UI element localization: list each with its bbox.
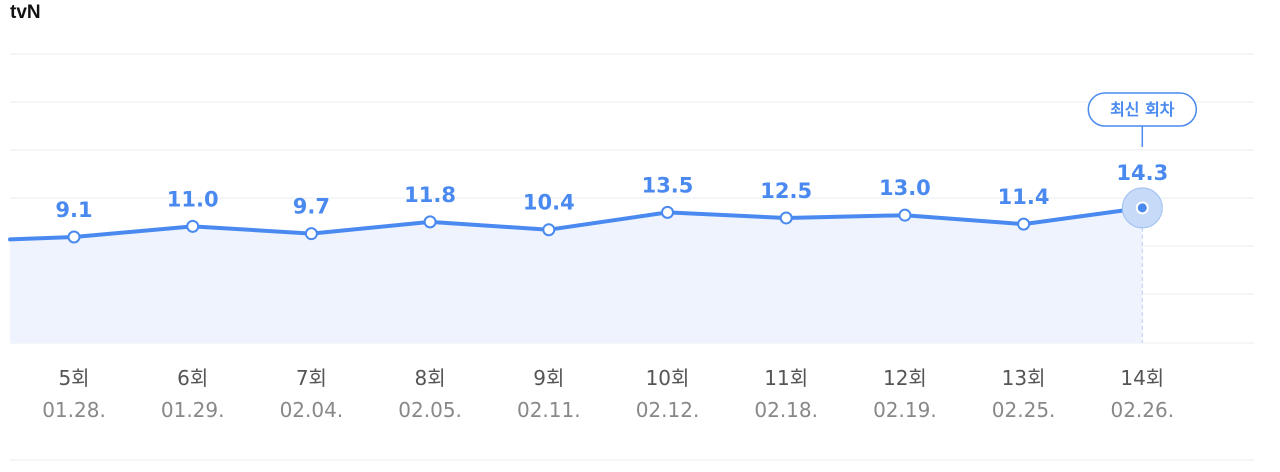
data-point[interactable] xyxy=(423,215,437,229)
x-tick-episode: 14회 xyxy=(1120,366,1164,390)
data-point[interactable] xyxy=(542,223,556,237)
x-tick-episode: 10회 xyxy=(646,366,690,390)
value-label: 9.1 xyxy=(55,198,92,222)
data-point[interactable] xyxy=(898,208,912,222)
data-point[interactable] xyxy=(67,230,81,244)
x-tick-date: 02.11. xyxy=(517,398,581,422)
value-label: 11.0 xyxy=(167,187,219,211)
x-tick-date: 02.18. xyxy=(754,398,818,422)
value-label: 12.5 xyxy=(760,179,812,203)
x-axis-labels: 5회 01.28. 6회 01.29. 7회 02.04. 8회 02.05. 9회 02.11.… xyxy=(42,366,1174,422)
x-tick-date: 01.28. xyxy=(42,398,106,422)
value-label: 14.3 xyxy=(1116,161,1168,185)
data-point[interactable] xyxy=(661,205,674,219)
data-points xyxy=(67,187,1163,244)
x-tick-episode: 7회 xyxy=(296,366,327,390)
value-label: 11.4 xyxy=(998,185,1050,209)
latest-badge-text: 최신 회차 xyxy=(1110,100,1175,119)
x-tick-date: 02.26. xyxy=(1110,398,1174,422)
value-label: 13.5 xyxy=(642,173,694,197)
value-label: 10.4 xyxy=(523,191,575,215)
value-label: 9.7 xyxy=(293,195,330,219)
area-fill xyxy=(10,207,1143,343)
x-tick-episode: 13회 xyxy=(1002,366,1046,390)
x-tick-episode: 9회 xyxy=(533,366,564,390)
x-tick-date: 02.12. xyxy=(636,398,700,422)
x-tick-episode: 11회 xyxy=(764,366,808,390)
value-label: 11.8 xyxy=(404,183,456,207)
data-point-latest[interactable] xyxy=(1135,201,1149,215)
value-labels: 9.1 11.0 9.7 11.8 10.4 13.5 12.5 13.0 11.4 14.3 xyxy=(55,161,1168,222)
data-point[interactable] xyxy=(304,227,318,241)
x-tick-date: 02.05. xyxy=(398,398,462,422)
data-point[interactable] xyxy=(186,219,200,233)
value-label: 13.0 xyxy=(879,176,931,200)
latest-episode-badge: 최신 회차 xyxy=(1087,92,1198,147)
x-tick-date: 02.25. xyxy=(992,398,1056,422)
data-point[interactable] xyxy=(1017,217,1031,231)
x-tick-date: 02.19. xyxy=(873,398,937,422)
data-point[interactable] xyxy=(779,211,793,225)
x-tick-episode: 6회 xyxy=(177,366,208,390)
x-tick-date: 02.04. xyxy=(280,398,344,422)
x-tick-date: 01.29. xyxy=(161,398,225,422)
x-tick-episode: 12회 xyxy=(883,366,927,390)
x-tick-episode: 5회 xyxy=(58,366,89,390)
channel-title: tvN xyxy=(10,2,41,23)
x-tick-episode: 8회 xyxy=(415,366,446,390)
